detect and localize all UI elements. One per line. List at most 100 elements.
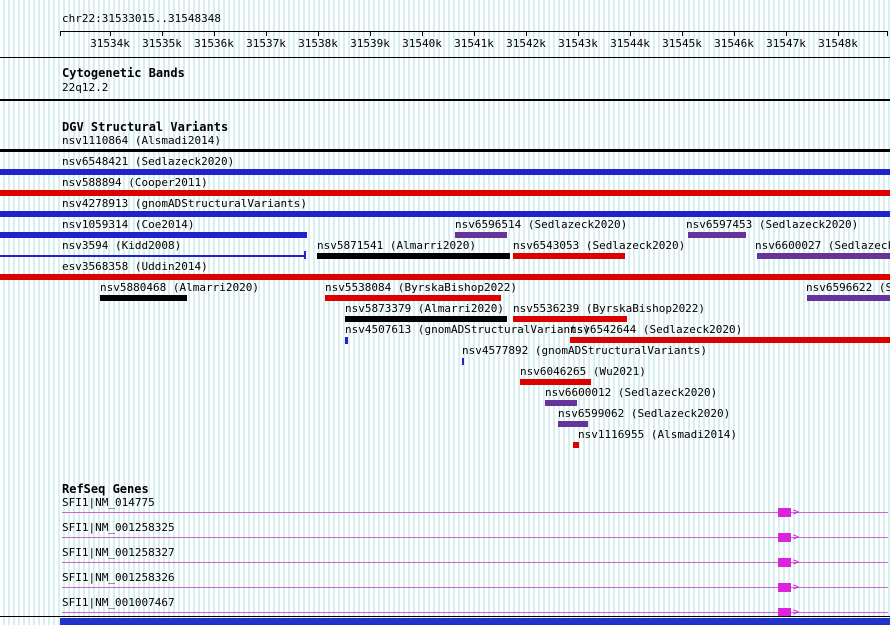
variant-label[interactable]: nsv5871541 (Almarri2020) — [317, 240, 476, 252]
ruler-tick — [318, 31, 319, 36]
variant-label[interactable]: nsv4577892 (gnomADStructuralVariants) — [462, 345, 707, 357]
variant-bar[interactable] — [462, 358, 464, 365]
variant-bar[interactable] — [0, 190, 890, 196]
variant-bar[interactable] — [513, 316, 627, 322]
ruler-tick — [786, 31, 787, 36]
variant-bar[interactable] — [0, 255, 306, 257]
variant-label[interactable]: nsv1110864 (Alsmadi2014) — [62, 135, 221, 147]
gene-label[interactable]: SFI1|NM_001258327 — [62, 547, 175, 559]
variant-label[interactable]: nsv6599062 (Sedlazeck2020) — [558, 408, 730, 420]
ruler-tick-label: 31539k — [350, 38, 390, 50]
variant-label[interactable]: nsv6596514 (Sedlazeck2020) — [455, 219, 627, 231]
ruler-end-tick-left — [60, 31, 61, 36]
ruler-tick-label: 31535k — [142, 38, 182, 50]
variant-bar[interactable] — [317, 253, 510, 259]
ruler-tick-label: 31543k — [558, 38, 598, 50]
variant-bar[interactable] — [100, 295, 187, 301]
gene-exon[interactable] — [778, 533, 791, 542]
ruler-tick-label: 31544k — [610, 38, 650, 50]
ruler-tick-label: 31541k — [454, 38, 494, 50]
gene-line[interactable] — [62, 587, 888, 588]
variant-label[interactable]: nsv1059314 (Coe2014) — [62, 219, 194, 231]
variant-label[interactable]: nsv6600012 (Sedlazeck2020) — [545, 387, 717, 399]
region-position: chr22:31533015..31548348 — [62, 13, 221, 25]
variant-bar[interactable] — [0, 232, 307, 238]
variant-label[interactable]: nsv6543053 (Sedlazeck2020) — [513, 240, 685, 252]
ruler-tick-label: 31546k — [714, 38, 754, 50]
gene-line[interactable] — [62, 512, 888, 513]
gene-strand-arrow: > — [793, 583, 799, 593]
ruler-tick-label: 31545k — [662, 38, 702, 50]
variant-label[interactable]: esv3568358 (Uddin2014) — [62, 261, 208, 273]
bottom-partial-track-bar — [60, 618, 890, 625]
variant-bar[interactable] — [807, 295, 890, 301]
variant-bar[interactable] — [345, 337, 348, 344]
variant-bar[interactable] — [0, 211, 890, 217]
gene-line[interactable] — [62, 537, 888, 538]
gene-line[interactable] — [62, 612, 888, 613]
ruler-tick — [110, 31, 111, 36]
variant-bar[interactable] — [558, 421, 588, 427]
variant-bar[interactable] — [0, 169, 890, 175]
variant-bar[interactable] — [345, 316, 507, 322]
ruler-tick-label: 31547k — [766, 38, 806, 50]
variant-label[interactable]: nsv5880468 (Almarri2020) — [100, 282, 259, 294]
gene-strand-arrow: > — [793, 558, 799, 568]
refseq-section-title: RefSeq Genes — [62, 483, 149, 496]
ruler-tick-label: 31542k — [506, 38, 546, 50]
variant-bar[interactable] — [545, 400, 577, 406]
variant-bar[interactable] — [570, 337, 890, 343]
variant-bar[interactable] — [455, 232, 507, 238]
ruler-tick — [214, 31, 215, 36]
ruler-tick — [630, 31, 631, 36]
variant-label[interactable]: nsv5536239 (ByrskaBishop2022) — [513, 303, 705, 315]
cytoband-label: 22q12.2 — [62, 82, 108, 94]
variant-bar[interactable] — [757, 253, 890, 259]
variant-label[interactable]: nsv3594 (Kidd2008) — [62, 240, 181, 252]
variant-label[interactable]: nsv6597453 (Sedlazeck2020) — [686, 219, 858, 231]
gene-label[interactable]: SFI1|NM_014775 — [62, 497, 155, 509]
ruler-tick — [474, 31, 475, 36]
variant-bar[interactable] — [520, 379, 591, 385]
variant-label[interactable]: nsv4507613 (gnomADStructuralVariants) — [345, 324, 590, 336]
gene-label[interactable]: SFI1|NM_001258325 — [62, 522, 175, 534]
variant-label[interactable]: nsv5873379 (Almarri2020) — [345, 303, 504, 315]
gene-exon[interactable] — [778, 558, 791, 567]
ruler-tick — [370, 31, 371, 36]
gene-label[interactable]: SFI1|NM_001258326 — [62, 572, 175, 584]
section-separator — [0, 57, 890, 58]
section-separator — [0, 616, 890, 617]
ruler-tick — [422, 31, 423, 36]
variant-bar-endcap — [304, 251, 306, 259]
ruler-tick — [266, 31, 267, 36]
variant-label[interactable]: nsv6046265 (Wu2021) — [520, 366, 646, 378]
ruler-tick — [578, 31, 579, 36]
variant-bar[interactable] — [325, 295, 501, 301]
variant-label[interactable]: nsv6548421 (Sedlazeck2020) — [62, 156, 234, 168]
variant-label[interactable]: nsv1116955 (Alsmadi2014) — [578, 429, 737, 441]
variant-label[interactable]: nsv6596622 (Sedlazeck2020) — [806, 282, 890, 294]
ruler-tick-label: 31540k — [402, 38, 442, 50]
gene-exon[interactable] — [778, 583, 791, 592]
gene-exon[interactable] — [778, 508, 791, 517]
variant-label[interactable]: nsv588894 (Cooper2011) — [62, 177, 208, 189]
ruler-tick — [838, 31, 839, 36]
ruler-tick — [734, 31, 735, 36]
ruler-tick-label: 31536k — [194, 38, 234, 50]
ruler-tick — [162, 31, 163, 36]
section-separator — [0, 99, 890, 101]
variant-label[interactable]: nsv5538084 (ByrskaBishop2022) — [325, 282, 517, 294]
variant-label[interactable]: nsv6600027 (Sedlazeck2020) — [755, 240, 890, 252]
ruler-tick — [526, 31, 527, 36]
gene-label[interactable]: SFI1|NM_001007467 — [62, 597, 175, 609]
variant-bar[interactable] — [0, 274, 890, 280]
variant-label[interactable]: nsv4278913 (gnomADStructuralVariants) — [62, 198, 307, 210]
gene-strand-arrow: > — [793, 508, 799, 518]
variant-bar[interactable] — [573, 442, 579, 448]
ruler-tick-label: 31548k — [818, 38, 858, 50]
variant-label[interactable]: nsv6542644 (Sedlazeck2020) — [570, 324, 742, 336]
variant-bar[interactable] — [513, 253, 625, 259]
variant-bar[interactable] — [688, 232, 746, 238]
variant-bar[interactable] — [0, 149, 890, 152]
gene-line[interactable] — [62, 562, 888, 563]
